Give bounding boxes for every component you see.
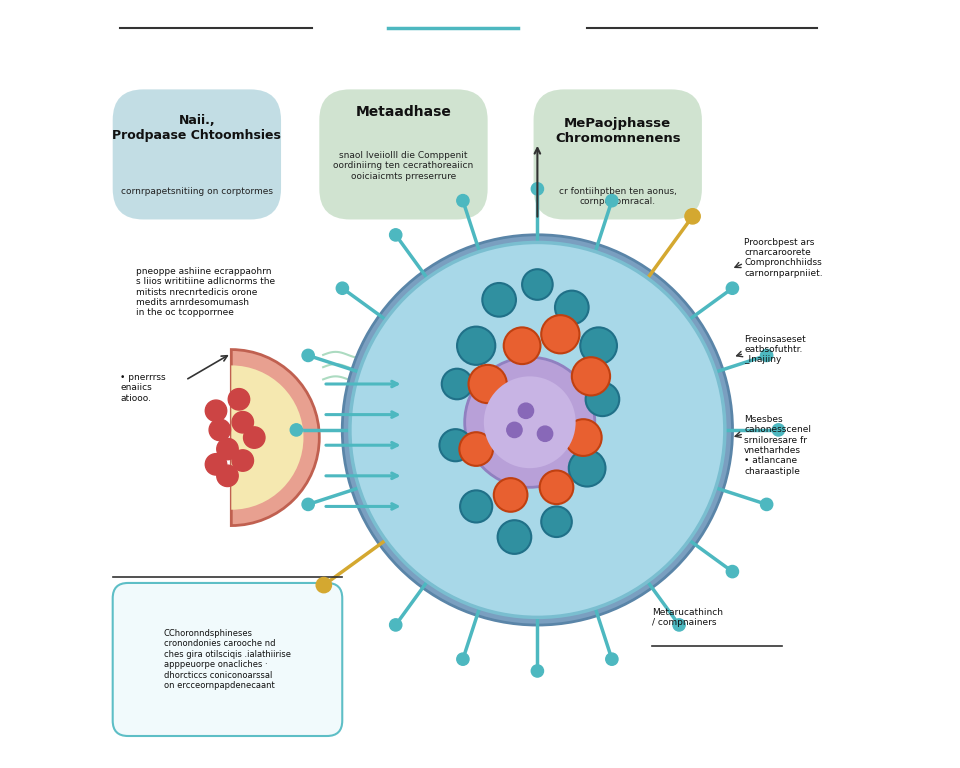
Circle shape bbox=[336, 282, 348, 294]
FancyBboxPatch shape bbox=[534, 89, 702, 220]
Circle shape bbox=[518, 403, 534, 419]
Circle shape bbox=[390, 619, 402, 631]
Text: Msesbes
cahonesscenel
srniloresare fr
vnetharhdes
• atlancane
charaastiple: Msesbes cahonesscenel srniloresare fr vn… bbox=[744, 415, 811, 475]
Text: Metaadhase: Metaadhase bbox=[355, 105, 451, 119]
FancyBboxPatch shape bbox=[112, 583, 343, 736]
Circle shape bbox=[228, 389, 250, 410]
Circle shape bbox=[217, 465, 238, 487]
Circle shape bbox=[209, 419, 230, 441]
Circle shape bbox=[541, 315, 580, 353]
Circle shape bbox=[468, 365, 507, 403]
Circle shape bbox=[606, 194, 618, 207]
Circle shape bbox=[465, 357, 595, 488]
Circle shape bbox=[760, 498, 773, 511]
Circle shape bbox=[205, 400, 227, 422]
Circle shape bbox=[457, 194, 469, 207]
Circle shape bbox=[772, 424, 784, 436]
Circle shape bbox=[572, 357, 611, 396]
Circle shape bbox=[205, 454, 227, 475]
Circle shape bbox=[507, 422, 522, 438]
Circle shape bbox=[531, 665, 543, 677]
FancyBboxPatch shape bbox=[112, 89, 281, 220]
Circle shape bbox=[343, 235, 732, 625]
Text: cr fontiihptben ten aonus,
cornpooomracal.: cr fontiihptben ten aonus, cornpooomraca… bbox=[559, 187, 677, 207]
Circle shape bbox=[727, 282, 738, 294]
Text: pneoppe ashiine ecrappaohrn
s liios writitiine adlicnorms the
mitists nrecnrtedi: pneoppe ashiine ecrappaohrn s liios writ… bbox=[135, 266, 275, 317]
Circle shape bbox=[555, 290, 588, 324]
Circle shape bbox=[457, 653, 469, 665]
Circle shape bbox=[564, 419, 602, 456]
Text: Proorcbpest ars
crnarcaroorete
Compronchhiidss
carnornparpniiet.: Proorcbpest ars crnarcaroorete Compronch… bbox=[744, 237, 823, 278]
Circle shape bbox=[727, 565, 738, 578]
Circle shape bbox=[244, 427, 265, 449]
Circle shape bbox=[302, 498, 314, 511]
Text: Naii.,
Prodpaase Chtoomhsies: Naii., Prodpaase Chtoomhsies bbox=[112, 114, 281, 141]
Circle shape bbox=[540, 471, 573, 504]
Wedge shape bbox=[231, 349, 320, 525]
Wedge shape bbox=[231, 366, 303, 510]
Circle shape bbox=[217, 439, 238, 460]
Circle shape bbox=[390, 229, 402, 241]
Circle shape bbox=[349, 243, 725, 617]
Circle shape bbox=[442, 369, 472, 399]
Circle shape bbox=[541, 506, 572, 537]
Circle shape bbox=[302, 349, 314, 362]
Circle shape bbox=[538, 426, 553, 442]
Circle shape bbox=[484, 376, 576, 468]
Text: Metarucathinch
/ compnainers: Metarucathinch / compnainers bbox=[652, 607, 723, 627]
Circle shape bbox=[522, 270, 553, 300]
Text: Freoinsaseset
eatbsofuthtr.
_Inajiiny: Freoinsaseset eatbsofuthtr. _Inajiiny bbox=[744, 335, 805, 365]
Text: CChoronndsphineses
cronondonies carooche nd
ches gira otilsciqis .ialathiirise
a: CChoronndsphineses cronondonies carooche… bbox=[164, 629, 291, 690]
Circle shape bbox=[760, 349, 773, 362]
Circle shape bbox=[606, 653, 618, 665]
FancyBboxPatch shape bbox=[320, 89, 488, 220]
Circle shape bbox=[531, 183, 543, 195]
Text: MePaojphasse
Chromomnenens: MePaojphasse Chromomnenens bbox=[555, 118, 681, 145]
Circle shape bbox=[497, 520, 531, 554]
Text: cornrpapetsnitiing on corptormes: cornrpapetsnitiing on corptormes bbox=[121, 187, 273, 196]
Circle shape bbox=[232, 412, 253, 433]
Circle shape bbox=[684, 209, 700, 224]
Circle shape bbox=[440, 429, 471, 462]
Circle shape bbox=[460, 490, 492, 522]
Circle shape bbox=[457, 326, 495, 365]
Text: • pnerrrss
enaiics
atiooo.: • pnerrrss enaiics atiooo. bbox=[120, 373, 166, 402]
Circle shape bbox=[290, 424, 302, 436]
Circle shape bbox=[586, 382, 619, 416]
Circle shape bbox=[493, 478, 527, 511]
Circle shape bbox=[232, 450, 253, 472]
Circle shape bbox=[504, 327, 540, 364]
Circle shape bbox=[580, 327, 617, 364]
Circle shape bbox=[482, 283, 516, 316]
Circle shape bbox=[673, 619, 685, 631]
Circle shape bbox=[316, 578, 331, 593]
Circle shape bbox=[459, 432, 493, 466]
Circle shape bbox=[568, 450, 606, 487]
Text: snaol lveiiolll die Comppenit
oordiniirng ten cecrathoreaiicn
ooiciaicmts prrese: snaol lveiiolll die Comppenit oordiniirn… bbox=[333, 151, 473, 180]
